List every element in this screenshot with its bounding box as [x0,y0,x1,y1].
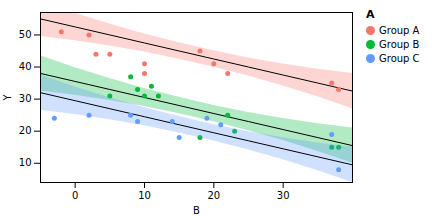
svg-text:20: 20 [207,190,220,201]
svg-text:30: 30 [277,190,290,201]
html-text:A: A [366,8,375,21]
html-text:Group B: Group B [379,39,420,50]
html-text:Group A: Group A [379,25,420,36]
svg-text:B: B [193,205,200,216]
svg-text:30: 30 [19,93,32,104]
svg-text:0: 0 [72,190,78,201]
svg-text:40: 40 [19,61,32,72]
svg-text:10: 10 [19,157,32,168]
svg-text:20: 20 [19,125,32,136]
svg-text:50: 50 [19,29,32,40]
svg-text:Y: Y [2,94,13,102]
html-text:Group C: Group C [379,53,420,64]
svg-text:10: 10 [138,190,151,201]
